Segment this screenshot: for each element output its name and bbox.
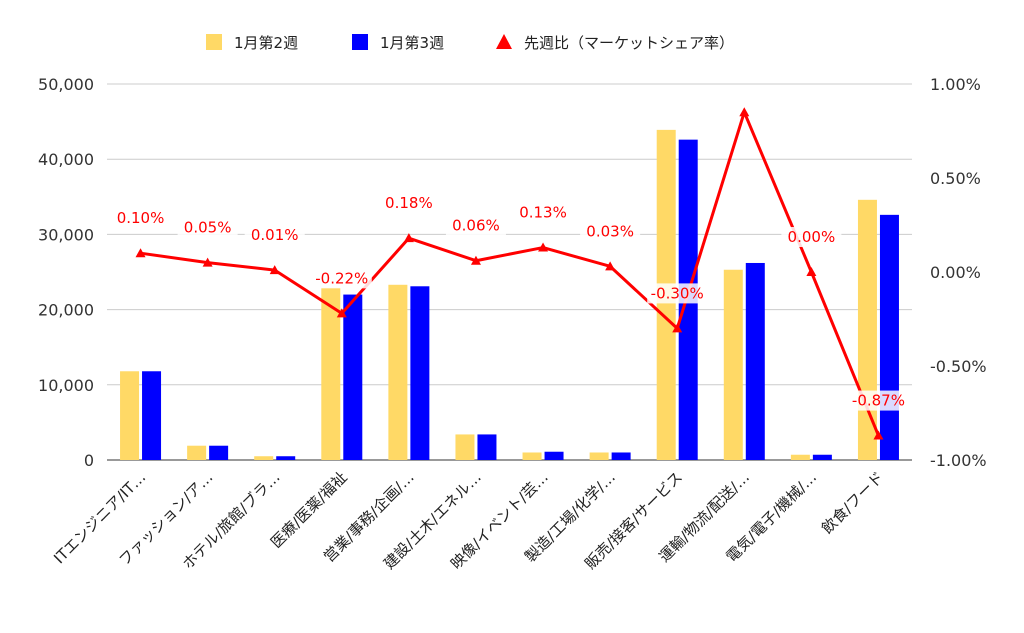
- data-label: -0.87%: [852, 392, 905, 410]
- right-tick-label: -0.50%: [930, 357, 987, 376]
- data-label: 0.05%: [184, 219, 232, 237]
- data-label: 0.18%: [385, 194, 433, 212]
- bar-week3: [812, 454, 832, 460]
- line-marker: [269, 265, 280, 275]
- legend-label: 1月第2週: [234, 34, 298, 52]
- bar-week2: [455, 434, 475, 460]
- data-label: 0.13%: [519, 204, 567, 222]
- category-axis: ITエンジニア/IT…ファッション/ア…ホテル/旅館/ブラ…医療/医薬/福祉営業…: [50, 468, 887, 573]
- data-label: 0.03%: [586, 222, 634, 240]
- data-label-bg: [781, 227, 842, 247]
- category-label: 飲食/フード: [818, 468, 887, 537]
- bar-week3: [611, 452, 631, 460]
- line-marker: [739, 107, 750, 117]
- line-marker: [336, 308, 347, 318]
- data-label-bg: [244, 225, 305, 246]
- left-axis: 0 10,000 20,000 30,000 40,000 50,000: [38, 75, 94, 470]
- line-marker: [605, 261, 616, 271]
- line-series: [135, 107, 884, 440]
- line-marker: [470, 255, 481, 265]
- line-marker: [538, 242, 549, 252]
- data-labels: 0.10% 0.05% 0.01% -0.22% 0.18% 0.06% 0.13% 0.03…: [110, 193, 909, 411]
- bar-week2: [388, 284, 408, 460]
- bar-week3: [410, 286, 430, 460]
- data-label-bg: [445, 215, 506, 236]
- bar-week2: [187, 445, 207, 460]
- right-tick-label: 0.50%: [930, 169, 981, 188]
- bar-week3: [276, 456, 296, 460]
- right-tick-label: 0.00%: [930, 263, 981, 282]
- share-change-line: [140, 110, 880, 437]
- bar-week3: [745, 262, 765, 460]
- data-label-bg: [378, 193, 439, 214]
- legend-swatch: [352, 34, 368, 50]
- line-marker: [135, 248, 146, 258]
- bar-week2: [120, 371, 140, 460]
- right-tick-label: 1.00%: [930, 75, 981, 94]
- legend-triangle-icon: [496, 34, 512, 49]
- bar-week3: [209, 445, 229, 460]
- line-marker: [806, 267, 817, 276]
- line-marker: [873, 430, 884, 440]
- data-label: 0.10%: [117, 209, 165, 227]
- bar-week2: [254, 456, 274, 460]
- bar-week3: [544, 451, 564, 460]
- data-label-bg: [580, 221, 641, 242]
- data-label-bg: [177, 217, 238, 238]
- left-tick-label: 50,000: [38, 75, 94, 94]
- right-tick-label: -1.00%: [930, 451, 987, 470]
- line-marker: [403, 233, 414, 243]
- data-label: 0.00%: [788, 228, 836, 246]
- data-label-bg: [110, 208, 171, 229]
- legend-label: 1月第3週: [380, 34, 444, 52]
- bar-week3: [477, 434, 497, 460]
- legend-label: 先週比（マーケットシェア率）: [524, 34, 734, 52]
- data-label: 0.06%: [452, 217, 500, 235]
- bar-week2: [857, 199, 877, 461]
- bar-week2: [589, 452, 609, 460]
- bar-week2: [723, 269, 743, 460]
- right-axis: -1.00% -0.50% 0.00% 0.50% 1.00%: [930, 75, 987, 470]
- chart-legend: 1月第2週 1月第3週 先週比（マーケットシェア率）: [206, 34, 734, 52]
- bar-week3: [879, 214, 899, 460]
- data-label-bg: [311, 268, 372, 289]
- line-marker: [202, 257, 213, 267]
- data-label: -0.30%: [651, 284, 704, 302]
- left-tick-label: 20,000: [38, 301, 94, 320]
- data-label-bg: [647, 283, 708, 304]
- data-label-bg: [513, 202, 574, 223]
- data-label: 0.01%: [251, 226, 299, 244]
- left-tick-label: 10,000: [38, 376, 94, 395]
- gridlines: [107, 83, 912, 461]
- data-label: -0.22%: [315, 269, 368, 287]
- bar-week2: [321, 287, 341, 460]
- legend-swatch: [206, 34, 222, 50]
- bar-week2: [522, 452, 542, 460]
- bar-week3: [343, 294, 363, 460]
- left-tick-label: 30,000: [38, 225, 94, 244]
- left-tick-label: 0: [84, 451, 94, 470]
- line-marker: [672, 323, 683, 333]
- bar-week2: [790, 454, 810, 460]
- bar-series: [120, 129, 899, 461]
- left-tick-label: 40,000: [38, 150, 94, 169]
- bar-week3: [142, 371, 162, 460]
- data-label-bg: [848, 390, 909, 411]
